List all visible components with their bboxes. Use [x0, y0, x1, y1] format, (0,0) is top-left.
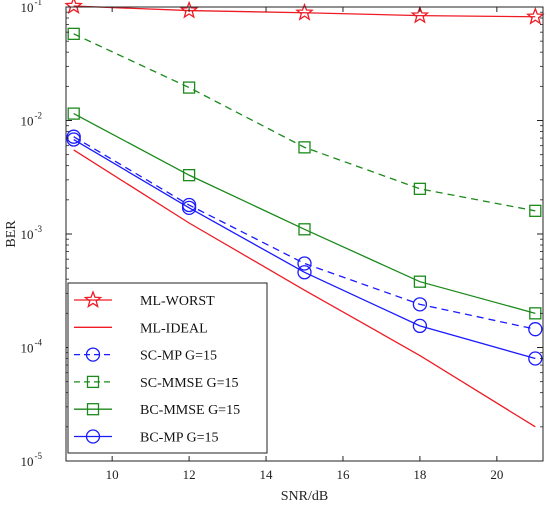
x-tick-label: 20: [490, 467, 503, 482]
legend-box: [67, 282, 268, 454]
data-point-bc-mp-g-15: [297, 265, 312, 280]
series-line-sc-mmse-g-15: [73, 33, 536, 212]
legend-label: SC-MP G=15: [140, 349, 217, 364]
legend-marker: [83, 290, 103, 308]
x-tick-label: 16: [336, 467, 350, 482]
y-axis-label: BER: [4, 220, 19, 248]
y-tick-label: 10-4: [21, 338, 43, 356]
data-point-sc-mp-g-15: [412, 297, 428, 312]
data-point-ml-worst: [295, 2, 314, 21]
y-tick-label: 10-5: [21, 451, 43, 469]
plot-marks: [64, 0, 545, 428]
legend-marker: [86, 403, 100, 416]
x-tick-label: 10: [106, 467, 119, 482]
data-point-bc-mmse-g-15: [67, 107, 80, 120]
y-tick-label: 10-2: [21, 111, 43, 129]
x-tick-label: 12: [183, 467, 196, 482]
legend-label: BC-MP G=15: [140, 431, 219, 446]
legend-item-sc-mmse-g-15: SC-MMSE G=15: [74, 375, 239, 391]
data-point-ml-worst: [410, 5, 430, 24]
data-point-bc-mmse-g-15: [413, 275, 427, 288]
data-point-bc-mp-g-15: [412, 318, 428, 334]
legend-item-sc-mp-g-15: SC-MP G=15: [74, 347, 217, 364]
x-axis-label: SNR/dB: [281, 489, 328, 504]
data-point-ml-worst: [179, 0, 199, 19]
legend-label: BC-MMSE G=15: [140, 403, 240, 418]
legend-item-ml-ideal: ML-IDEAL: [74, 321, 208, 336]
series-line-ml-ideal: [73, 149, 536, 428]
data-point-ml-worst: [525, 6, 545, 25]
data-point-bc-mmse-g-15: [298, 223, 311, 236]
series-ml-worst: [64, 0, 545, 25]
data-point-bc-mp-g-15: [181, 200, 197, 215]
series-line-sc-mp-g-15: [73, 136, 536, 330]
series-line-bc-mp-g-15: [73, 138, 536, 360]
data-point-sc-mp-g-15: [297, 256, 312, 271]
data-point-sc-mmse-g-15: [529, 204, 542, 217]
legend-item-bc-mp-g-15: BC-MP G=15: [74, 429, 219, 446]
legend-item-bc-mmse-g-15: BC-MMSE G=15: [74, 403, 240, 418]
series-ml-ideal: [73, 149, 536, 428]
series-line-bc-mmse-g-15: [73, 113, 536, 314]
x-tick-label: 18: [413, 467, 426, 482]
y-tick-label: 10-3: [21, 224, 43, 242]
series-bc-mp-g-15: [66, 132, 543, 366]
series-sc-mp-g-15: [66, 129, 543, 337]
x-tick-label: 14: [260, 467, 274, 482]
legend-marker: [85, 429, 101, 444]
data-point-sc-mp-g-15: [528, 322, 543, 337]
legend: ML-WORST ML-IDEAL SC-MP G=15 SC-MMSE G=15 BC…: [67, 282, 268, 454]
legend-marker: [85, 347, 101, 362]
legend-label: ML-IDEAL: [140, 321, 208, 336]
data-point-sc-mmse-g-15: [413, 182, 427, 195]
data-point-bc-mmse-g-15: [182, 168, 196, 182]
series-bc-mmse-g-15: [67, 107, 542, 320]
y-tick-label: 10-1: [21, 0, 43, 15]
data-point-sc-mmse-g-15: [298, 141, 311, 154]
series-line-ml-worst: [73, 5, 536, 18]
data-point-ml-worst: [64, 0, 84, 14]
axis-ticks: 10 12 14 16 18 20 10-5 10-4 10-3 10-2 10-1: [21, 0, 543, 482]
legend-marker: [86, 375, 100, 389]
legend-item-ml-worst: ML-WORST: [74, 290, 215, 309]
data-point-bc-mp-g-15: [66, 132, 81, 147]
legend-label: SC-MMSE G=15: [140, 376, 239, 391]
data-point-sc-mmse-g-15: [182, 81, 196, 94]
series-sc-mmse-g-15: [67, 27, 542, 217]
legend-label: ML-WORST: [140, 294, 215, 309]
data-point-sc-mmse-g-15: [67, 27, 80, 41]
